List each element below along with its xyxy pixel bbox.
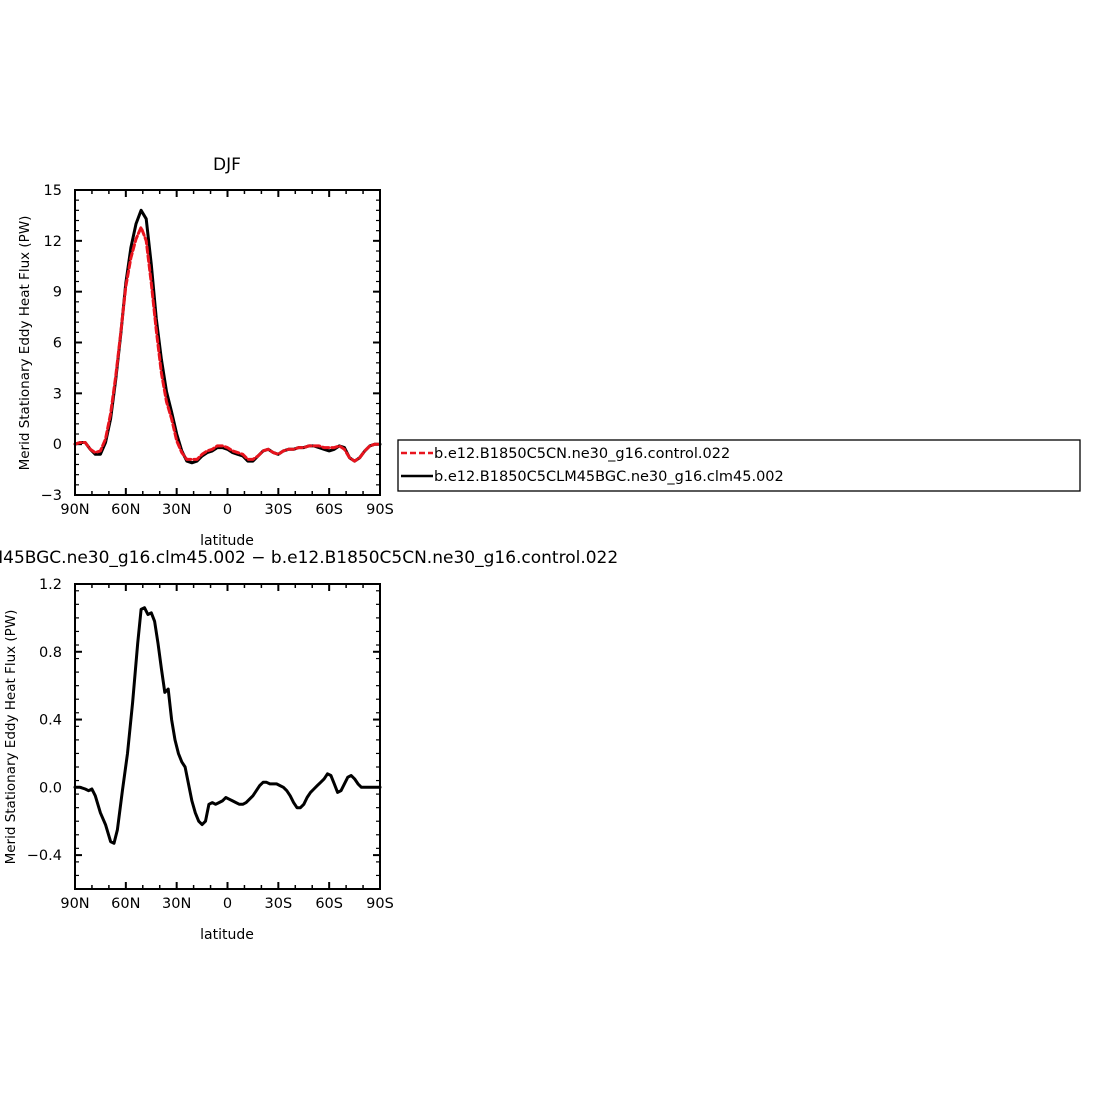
top-chart-x-axis-label: latitude [200, 533, 254, 549]
x-tick-label: 0 [223, 502, 232, 518]
x-tick-label: 30S [265, 502, 293, 518]
x-tick-label: 30N [162, 896, 191, 912]
bottom-chart-plot-frame [74, 583, 381, 890]
y-tick-label: 3 [53, 386, 62, 402]
x-tick-label: 60S [315, 896, 343, 912]
legend: b.e12.B1850C5CN.ne30_g16.control.022 b.e… [397, 439, 1081, 492]
x-tick-label: 30S [265, 896, 293, 912]
series-line-1 [73, 606, 382, 845]
bottom-chart-series [73, 606, 382, 845]
bottom-chart-ticks: 90N 60N 30N 0 30S 60S 90S −0.4 0.0 0.4 0.8 1.2 [27, 577, 394, 912]
top-chart: DJF Merid Stationary Eddy Heat Flux (PW)… [17, 155, 394, 549]
top-chart-y-axis-label: Merid Stationary Eddy Heat Flux (PW) [17, 216, 33, 471]
y-tick-label: −3 [41, 488, 62, 504]
bottom-chart-x-axis-label: latitude [200, 927, 254, 943]
x-tick-label: 90S [366, 502, 394, 518]
legend-label-series-2: b.e12.B1850C5CLM45BGC.ne30_g16.clm45.002 [434, 469, 784, 485]
y-tick-label: 6 [53, 336, 62, 352]
legend-label-series-1: b.e12.B1850C5CN.ne30_g16.control.022 [434, 446, 730, 462]
top-chart-series [73, 208, 382, 465]
y-tick-label: 0.8 [39, 645, 62, 661]
x-tick-label: 90N [60, 896, 89, 912]
y-tick-label: 0 [53, 437, 62, 453]
y-tick-label: 15 [44, 183, 62, 199]
bottom-chart: b.e12.B1850C5CLM45BGC.ne30_g16.clm45.002… [0, 548, 618, 943]
x-tick-label: 0 [223, 896, 232, 912]
top-chart-ticks: 90N 60N 30N 0 30S 60S 90S −3 0 3 6 9 12 15 [41, 183, 394, 518]
x-tick-label: 60S [315, 502, 343, 518]
y-tick-label: 9 [53, 285, 62, 301]
x-tick-label: 60N [111, 896, 140, 912]
series-line-1 [73, 225, 382, 463]
x-tick-label: 90S [366, 896, 394, 912]
legend-box [397, 439, 1081, 492]
y-tick-label: 12 [44, 234, 62, 250]
y-tick-label: 0.4 [39, 713, 62, 729]
bottom-chart-title: b.e12.B1850C5CLM45BGC.ne30_g16.clm45.002… [0, 548, 618, 568]
top-chart-title: DJF [213, 155, 241, 175]
bottom-chart-y-axis-label: Merid Stationary Eddy Heat Flux (PW) [3, 610, 19, 865]
x-tick-label: 90N [60, 502, 89, 518]
y-tick-label: 1.2 [39, 577, 62, 593]
y-tick-label: −0.4 [27, 848, 62, 864]
top-chart-plot-frame [74, 189, 381, 496]
x-tick-label: 60N [111, 502, 140, 518]
x-tick-label: 30N [162, 502, 191, 518]
y-tick-label: 0.0 [39, 780, 62, 796]
